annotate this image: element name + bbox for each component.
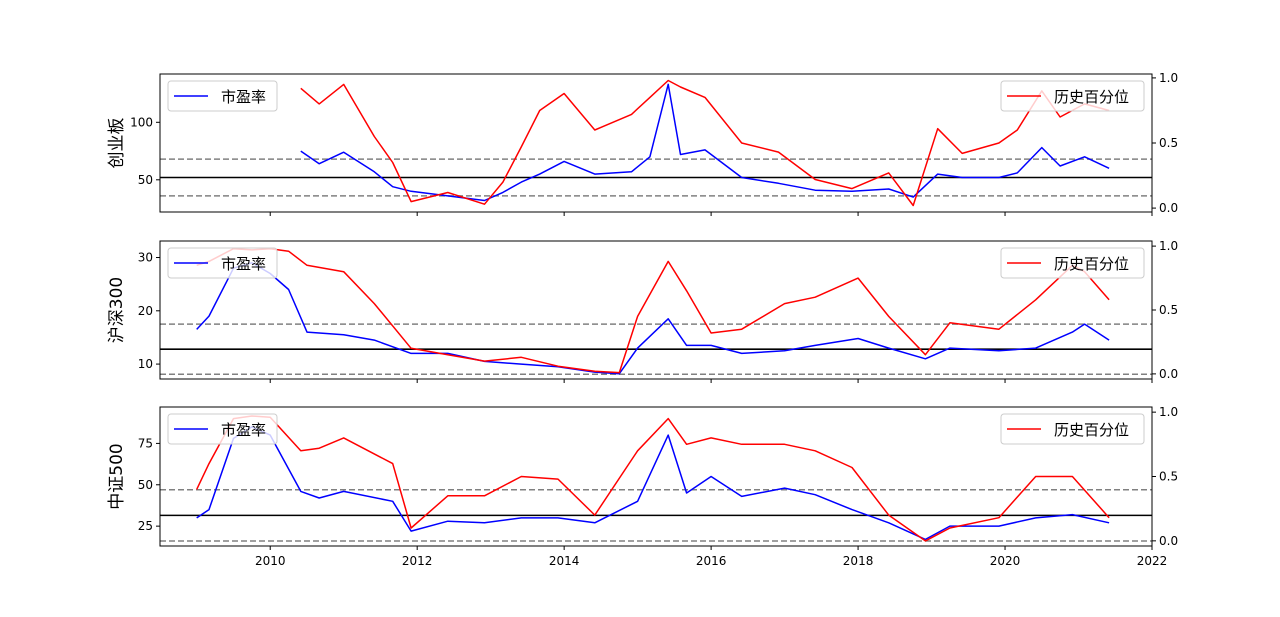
- legend-label: 市盈率: [221, 255, 266, 273]
- panel-2: 10 20 30 0.0 0.5 1.0 沪深300 市盈率 历史百分位: [107, 239, 1178, 383]
- legend-box: [167, 80, 278, 112]
- legend-box: [1000, 80, 1145, 112]
- legend-label: 市盈率: [221, 88, 266, 106]
- y-axis-label: 创业板: [107, 118, 127, 169]
- legend-box: [167, 247, 278, 279]
- y-axis-label: 中证500: [107, 443, 127, 509]
- legend-label: 历史百分位: [1054, 421, 1129, 439]
- pe-series-line: [300, 83, 1110, 202]
- right-tick-label: 0.0: [1159, 367, 1178, 381]
- x-tick-label: 2016: [696, 554, 727, 568]
- right-tick-label: 0.0: [1159, 201, 1178, 215]
- legend-box: [167, 413, 278, 445]
- left-tick-label: 75: [138, 436, 153, 450]
- right-tick-label: 0.0: [1159, 534, 1178, 548]
- left-tick-label: 50: [138, 173, 153, 187]
- right-tick-label: 0.5: [1159, 303, 1178, 317]
- left-tick-label: 25: [138, 519, 153, 533]
- left-tick-label: 50: [138, 478, 153, 492]
- x-tick-label: 2010: [255, 554, 286, 568]
- legend-left: 市盈率: [167, 247, 278, 279]
- left-tick-label: 100: [130, 115, 153, 129]
- pe-series-line: [196, 262, 1110, 375]
- right-tick-label: 0.5: [1159, 136, 1178, 150]
- legend-label: 历史百分位: [1054, 255, 1129, 273]
- legend-left: 市盈率: [167, 80, 278, 112]
- pe-series-line: [196, 426, 1110, 541]
- x-tick-label: 2012: [402, 554, 433, 568]
- x-tick-label: 2014: [549, 554, 580, 568]
- x-tick-label: 2020: [990, 554, 1021, 568]
- percentile-series-line: [196, 247, 1110, 374]
- percentile-series-line: [196, 415, 1110, 542]
- right-tick-label: 1.0: [1159, 405, 1178, 419]
- legend-box: [1000, 247, 1145, 279]
- legend-right: 历史百分位: [1000, 413, 1145, 445]
- x-tick-label: 2022: [1137, 554, 1168, 568]
- left-tick-label: 30: [138, 251, 153, 265]
- legend-right: 历史百分位: [1000, 80, 1145, 112]
- legend-box: [1000, 413, 1145, 445]
- right-tick-label: 1.0: [1159, 71, 1178, 85]
- right-tick-label: 1.0: [1159, 239, 1178, 253]
- panel-1: 50 100 0.0 0.5 1.0 创业板 市盈率 历史百分位: [107, 71, 1178, 216]
- percentile-series-line: [300, 79, 1110, 207]
- right-tick-label: 0.5: [1159, 470, 1178, 484]
- x-tick-label: 2018: [843, 554, 874, 568]
- legend-label: 市盈率: [221, 421, 266, 439]
- legend-left: 市盈率: [167, 413, 278, 445]
- panel-3: 25 50 75 0.0 0.5 1.0 2010 2012 2014 2016 2018 2020 2…: [107, 405, 1178, 568]
- left-tick-label: 20: [138, 304, 153, 318]
- y-axis-label: 沪深300: [107, 277, 127, 343]
- left-tick-label: 10: [138, 357, 153, 371]
- legend-right: 历史百分位: [1000, 247, 1145, 279]
- legend-label: 历史百分位: [1054, 88, 1129, 106]
